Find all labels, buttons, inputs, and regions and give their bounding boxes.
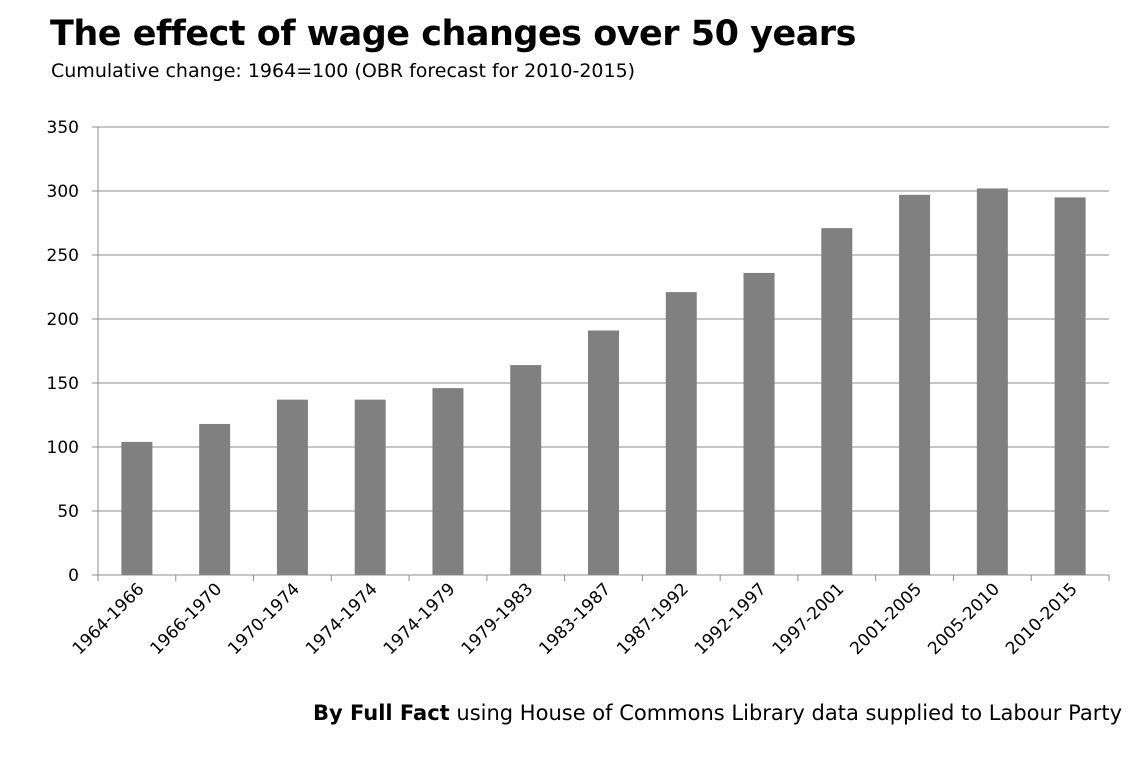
- x-tick-label: 1970-1974: [224, 579, 304, 659]
- bar: [1054, 197, 1086, 575]
- x-tick-label: 1997-2001: [769, 579, 849, 659]
- bar: [743, 272, 775, 575]
- chart-subtitle: Cumulative change: 1964=100 (OBR forecas…: [51, 60, 636, 82]
- x-tick-label: 1966-1970: [147, 579, 227, 659]
- chart-title: The effect of wage changes over 50 years: [50, 14, 856, 54]
- y-tick-label: 150: [47, 374, 79, 394]
- y-tick-label: 100: [47, 438, 79, 458]
- bar: [976, 188, 1008, 575]
- bar: [354, 399, 386, 575]
- y-tick-label: 50: [57, 502, 79, 522]
- y-tick-label: 350: [47, 118, 79, 138]
- bar: [821, 228, 853, 575]
- bar: [899, 194, 931, 575]
- x-tick-label: 1974-1979: [380, 579, 460, 659]
- bar: [432, 388, 464, 575]
- bar: [510, 365, 542, 575]
- bar: [665, 292, 697, 575]
- y-tick-label: 0: [68, 566, 79, 586]
- bar: [199, 423, 231, 575]
- y-tick-label: 300: [47, 182, 79, 202]
- credit-source: using House of Commons Library data supp…: [456, 701, 1122, 725]
- x-tick-label: 1992-1997: [691, 579, 771, 659]
- x-tick-label: 1983-1987: [535, 579, 615, 659]
- x-tick-label: 2010-2015: [1002, 579, 1082, 659]
- x-tick-label: 1987-1992: [613, 579, 693, 659]
- source-credit: By Full Fact using House of Commons Libr…: [313, 701, 1122, 725]
- x-tick-label: 1964-1966: [69, 579, 149, 659]
- x-tick-label: 2005-2010: [924, 579, 1004, 659]
- y-tick-label: 250: [47, 246, 79, 266]
- bar: [121, 441, 153, 575]
- x-tick-label: 2001-2005: [846, 579, 926, 659]
- x-tick-label: 1974-1974: [302, 579, 382, 659]
- bar: [588, 330, 619, 575]
- credit-author: By Full Fact: [312, 701, 450, 725]
- x-tick-label: 1979-1983: [458, 579, 538, 659]
- bar: [276, 399, 308, 575]
- y-tick-label: 200: [47, 310, 79, 330]
